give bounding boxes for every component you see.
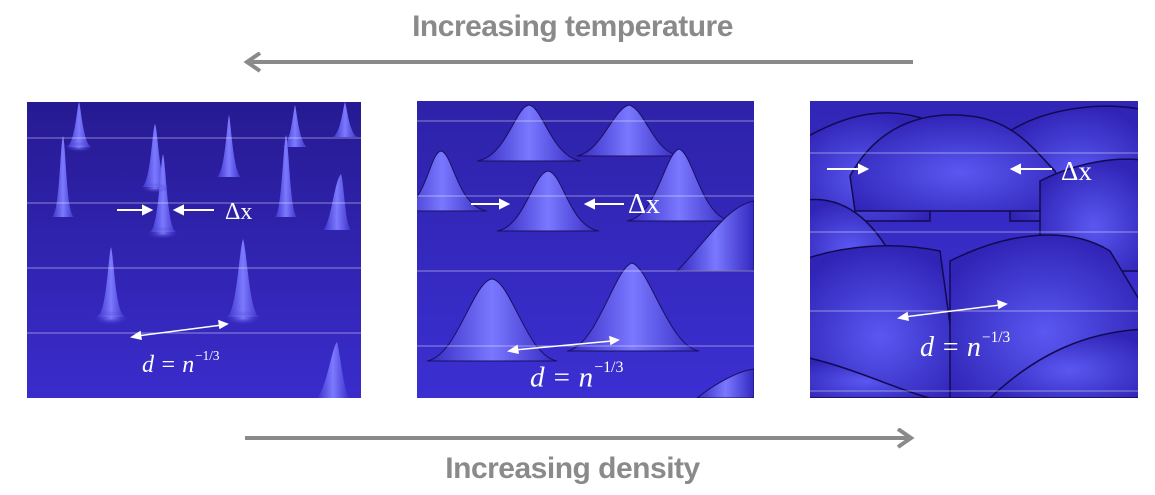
spacing-exponent: −1/3 (594, 359, 624, 376)
arrow-left-icon (243, 52, 913, 73)
panel-high-density: Δx d = n−1/3 (810, 101, 1138, 398)
spacing-label: d = n−1/3 (142, 348, 220, 379)
panel-intermediate: Δx d = n−1/3 (417, 101, 754, 398)
narrow-wavepackets-image (27, 102, 361, 398)
spacing-label: d = n−1/3 (920, 329, 1010, 364)
spacing-base: d = n (530, 361, 594, 394)
spacing-exponent: −1/3 (195, 348, 220, 363)
increasing-temperature-label: Increasing temperature (412, 10, 733, 43)
overlapping-wavepackets-image (810, 101, 1138, 398)
delta-x-text: Δx (225, 199, 253, 225)
delta-x-label: Δx (628, 189, 660, 221)
spacing-base: d = n (142, 351, 195, 378)
spacing-base: d = n (920, 331, 981, 363)
delta-x-label: Δx (1061, 156, 1092, 187)
spacing-exponent: −1/3 (981, 329, 1011, 346)
arrow-right-icon (245, 428, 915, 449)
spacing-label: d = n−1/3 (530, 359, 623, 394)
medium-wavepackets-image (417, 101, 754, 398)
delta-x-text: Δx (1061, 156, 1092, 186)
increasing-density-label: Increasing density (445, 452, 700, 485)
panel-low-density: Δx d = n−1/3 (27, 102, 361, 398)
delta-x-text: Δx (628, 189, 661, 220)
delta-x-label: Δx (225, 199, 252, 226)
